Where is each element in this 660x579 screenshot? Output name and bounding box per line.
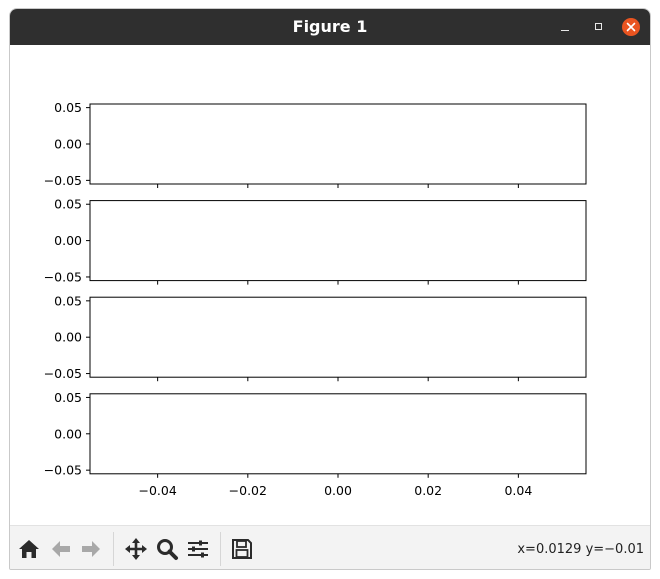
pan-icon — [125, 538, 147, 560]
xtick-label: −0.02 — [229, 483, 267, 498]
zoom-icon — [157, 539, 178, 560]
navigation-toolbar: x=0.0129 y=−0.01 — [10, 525, 650, 569]
ytick-label: 0.00 — [54, 330, 82, 345]
xtick-label: 0.04 — [504, 483, 532, 498]
minimize-button[interactable] — [556, 18, 574, 36]
title-bar: Figure 1 — [10, 9, 650, 45]
home-icon — [19, 540, 39, 558]
zoom-button[interactable] — [154, 536, 180, 562]
axes-4-frame[interactable] — [89, 393, 587, 475]
minimize-icon — [561, 30, 569, 31]
ytick-label: 0.05 — [54, 100, 82, 115]
ytick-label: −0.05 — [44, 366, 82, 381]
toolbar-separator — [113, 532, 114, 566]
forward-icon — [82, 541, 100, 557]
ytick-label: 0.05 — [54, 390, 82, 405]
configure-subplots-button[interactable] — [185, 536, 211, 562]
ytick-label: −0.05 — [44, 269, 82, 284]
maximize-icon — [595, 23, 602, 30]
figure-svg[interactable]: 0.05 0.00 −0.05 0.05 0.00 −0.05 0.05 0.00 −0.05 0… — [10, 45, 650, 525]
save-icon — [232, 539, 252, 559]
save-button[interactable] — [229, 536, 255, 562]
figure-canvas[interactable]: 0.05 0.00 −0.05 0.05 0.00 −0.05 0.05 0.00 −0.05 0… — [10, 45, 650, 525]
configure-subplots-icon — [188, 540, 208, 558]
ytick-label: 0.00 — [54, 233, 82, 248]
home-button[interactable] — [16, 536, 42, 562]
xtick-label: 0.02 — [414, 483, 442, 498]
figure-window: Figure 1 0.05 0.00 −0.05 0.05 0.00 −0.05 0.05 0… — [9, 8, 651, 570]
close-button[interactable] — [622, 18, 640, 36]
axes-3-frame[interactable] — [89, 296, 587, 378]
maximize-button[interactable] — [590, 18, 608, 36]
forward-button[interactable] — [78, 536, 104, 562]
ytick-label: 0.05 — [54, 293, 82, 308]
back-button[interactable] — [48, 536, 74, 562]
cursor-coordinates: x=0.0129 y=−0.01 — [517, 542, 644, 557]
ytick-label: 0.00 — [54, 426, 82, 441]
pan-button[interactable] — [123, 536, 149, 562]
xtick-label: 0.00 — [324, 483, 352, 498]
axes-2-frame[interactable] — [89, 200, 587, 282]
ytick-label: 0.00 — [54, 137, 82, 152]
close-icon — [626, 22, 636, 32]
ytick-label: −0.05 — [44, 173, 82, 188]
back-icon — [52, 541, 70, 557]
ytick-label: −0.05 — [44, 463, 82, 478]
window-title: Figure 1 — [292, 17, 368, 36]
toolbar-separator — [220, 532, 221, 566]
ytick-label: 0.05 — [54, 197, 82, 212]
xtick-label: −0.04 — [138, 483, 176, 498]
axes-1-frame[interactable] — [89, 103, 587, 185]
